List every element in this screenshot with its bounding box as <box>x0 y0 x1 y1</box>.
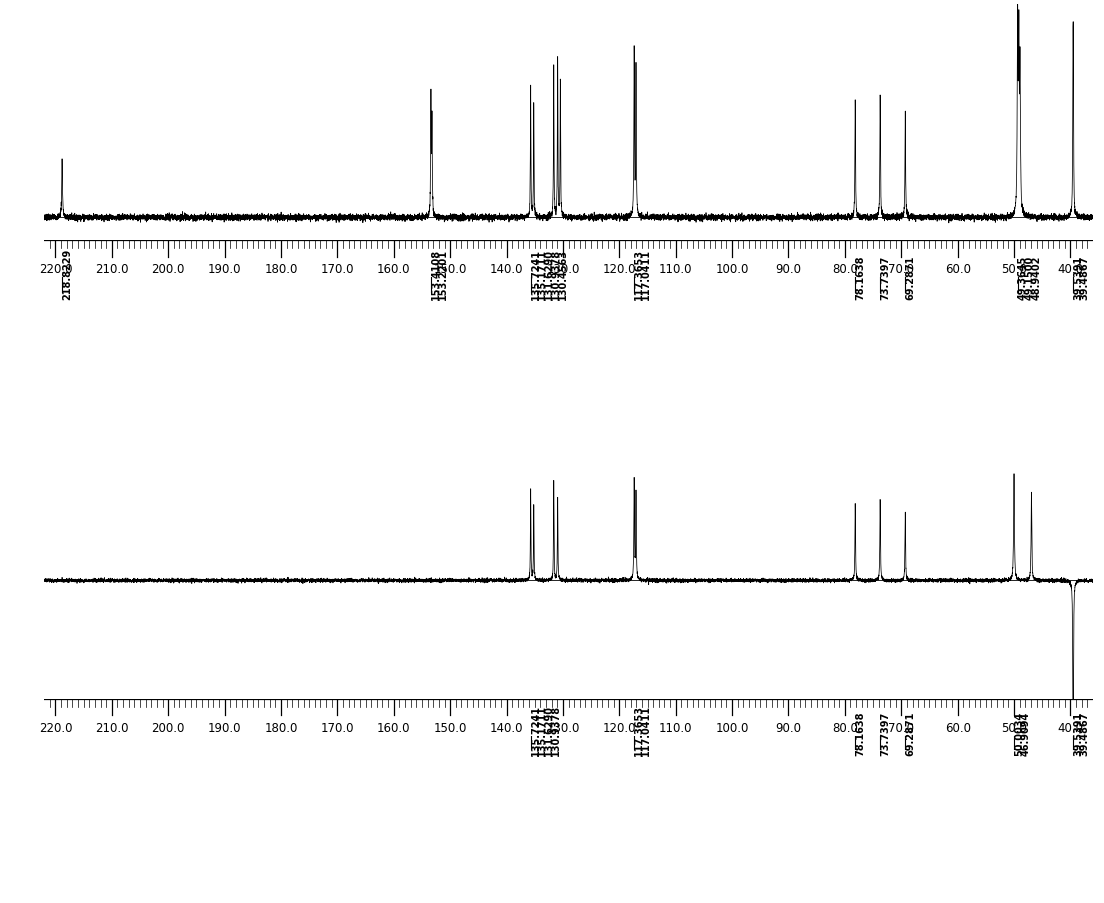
Text: 117.3653: 117.3653 <box>634 704 644 756</box>
Text: 200.0: 200.0 <box>151 263 184 276</box>
Text: 48.9402: 48.9402 <box>1031 256 1041 300</box>
Text: 135.7241: 135.7241 <box>531 249 541 300</box>
Text: 140.0: 140.0 <box>490 263 523 276</box>
Text: 69.2871: 69.2871 <box>905 256 915 300</box>
Text: 135.1711: 135.1711 <box>538 249 548 300</box>
Text: 220.0: 220.0 <box>39 263 72 276</box>
Text: 60.0: 60.0 <box>945 263 970 276</box>
Text: 130.0: 130.0 <box>546 721 580 734</box>
Text: 130.0: 130.0 <box>546 263 580 276</box>
Text: 39.5391: 39.5391 <box>1073 712 1083 756</box>
Text: 69.2871: 69.2871 <box>905 712 915 756</box>
Text: 70.0: 70.0 <box>889 721 914 734</box>
Text: 49.3645: 49.3645 <box>1018 256 1028 300</box>
Text: 218.8229: 218.8229 <box>62 249 72 300</box>
Text: 190.0: 190.0 <box>208 263 242 276</box>
Text: 40.0: 40.0 <box>1058 263 1083 276</box>
Text: 130.4563: 130.4563 <box>558 249 567 300</box>
Text: 135.7241: 135.7241 <box>531 704 541 756</box>
Text: 170.0: 170.0 <box>320 263 354 276</box>
Text: 130.9378: 130.9378 <box>551 704 561 756</box>
Text: 180.0: 180.0 <box>264 263 298 276</box>
Text: 200.0: 200.0 <box>151 721 184 734</box>
Text: 160.0: 160.0 <box>376 263 411 276</box>
Text: 78.1638: 78.1638 <box>856 256 866 300</box>
Text: 39.4867: 39.4867 <box>1080 712 1090 756</box>
Text: 131.6290: 131.6290 <box>544 249 554 300</box>
Text: 50.0034: 50.0034 <box>1013 712 1025 756</box>
Text: 190.0: 190.0 <box>208 721 242 734</box>
Text: 120.0: 120.0 <box>603 721 636 734</box>
Text: 90.0: 90.0 <box>775 263 802 276</box>
Text: 80.0: 80.0 <box>832 263 858 276</box>
Text: 70.0: 70.0 <box>889 263 914 276</box>
Text: 46.9094: 46.9094 <box>1021 712 1031 756</box>
Text: 210.0: 210.0 <box>95 721 128 734</box>
Text: 210.0: 210.0 <box>95 263 128 276</box>
Text: 73.7397: 73.7397 <box>880 256 890 300</box>
Text: 153.2201: 153.2201 <box>437 249 448 300</box>
Text: 140.0: 140.0 <box>490 721 523 734</box>
Text: 160.0: 160.0 <box>376 721 411 734</box>
Text: 135.1711: 135.1711 <box>538 704 548 756</box>
Text: 39.5391: 39.5391 <box>1073 256 1083 300</box>
Text: 50.0: 50.0 <box>1001 263 1027 276</box>
Text: 110.0: 110.0 <box>659 263 692 276</box>
Text: 50.0: 50.0 <box>1001 721 1027 734</box>
Text: 39.4867: 39.4867 <box>1080 256 1090 300</box>
Text: 110.0: 110.0 <box>659 721 692 734</box>
Text: 120.0: 120.0 <box>603 263 636 276</box>
Text: 153.4108: 153.4108 <box>431 249 440 300</box>
Text: 150.0: 150.0 <box>434 721 467 734</box>
Text: 78.1638: 78.1638 <box>856 711 866 756</box>
Text: 131.6290: 131.6290 <box>544 704 554 756</box>
Text: 150.0: 150.0 <box>434 263 467 276</box>
Text: 60.0: 60.0 <box>945 721 970 734</box>
Text: 40.0: 40.0 <box>1058 721 1083 734</box>
Text: 90.0: 90.0 <box>775 721 802 734</box>
Text: 117.3653: 117.3653 <box>634 249 644 300</box>
Text: 100.0: 100.0 <box>715 721 749 734</box>
Text: 220.0: 220.0 <box>39 721 72 734</box>
Text: 117.0411: 117.0411 <box>641 704 651 756</box>
Text: 117.0411: 117.0411 <box>641 249 651 300</box>
Text: 170.0: 170.0 <box>320 721 354 734</box>
Text: 49.1500: 49.1500 <box>1025 256 1034 300</box>
Text: 80.0: 80.0 <box>832 721 858 734</box>
Text: 130.9378: 130.9378 <box>551 249 561 300</box>
Text: 73.7397: 73.7397 <box>880 712 890 756</box>
Text: 100.0: 100.0 <box>715 263 749 276</box>
Text: 180.0: 180.0 <box>264 721 298 734</box>
